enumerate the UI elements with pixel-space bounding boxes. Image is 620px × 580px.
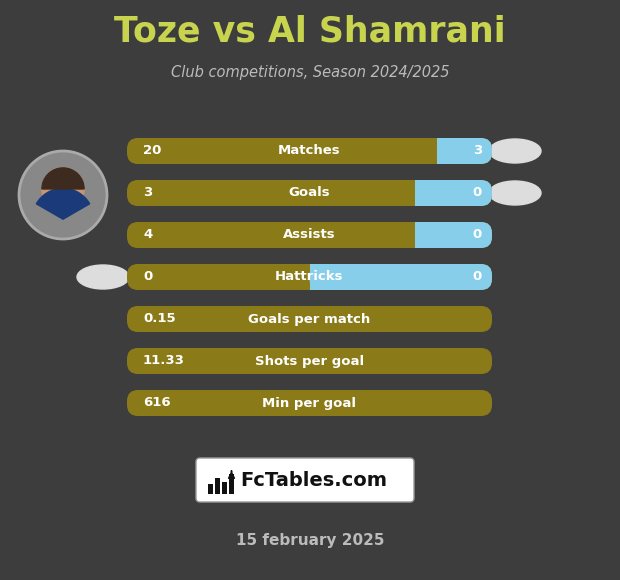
FancyBboxPatch shape [127, 180, 492, 206]
Ellipse shape [489, 181, 541, 205]
FancyBboxPatch shape [127, 264, 492, 290]
Text: Matches: Matches [278, 144, 341, 158]
Bar [309, 264, 419, 290]
Text: 3: 3 [143, 187, 153, 200]
Ellipse shape [77, 265, 129, 289]
Text: Shots per goal: Shots per goal [255, 354, 364, 368]
Bar [415, 180, 461, 206]
Text: Hattricks: Hattricks [275, 270, 343, 284]
FancyBboxPatch shape [437, 138, 492, 164]
FancyBboxPatch shape [415, 222, 492, 248]
Bar [415, 222, 461, 248]
Text: 616: 616 [143, 397, 170, 409]
Wedge shape [42, 168, 84, 189]
Bar [229, 474, 234, 494]
Circle shape [42, 168, 84, 210]
FancyBboxPatch shape [127, 138, 492, 164]
Text: Min per goal: Min per goal [262, 397, 356, 409]
Ellipse shape [489, 139, 541, 163]
FancyBboxPatch shape [196, 458, 414, 502]
FancyBboxPatch shape [127, 306, 492, 332]
FancyBboxPatch shape [415, 180, 492, 206]
FancyBboxPatch shape [127, 222, 492, 248]
Bar [215, 478, 220, 494]
Text: 0: 0 [472, 187, 482, 200]
Text: 0: 0 [143, 270, 153, 284]
Bar [208, 484, 213, 494]
FancyBboxPatch shape [309, 264, 492, 290]
FancyBboxPatch shape [127, 348, 492, 374]
Text: 4: 4 [143, 229, 153, 241]
Bar [437, 138, 470, 164]
Text: Assists: Assists [283, 229, 336, 241]
Text: Goals per match: Goals per match [249, 313, 371, 325]
Text: 0.15: 0.15 [143, 313, 175, 325]
Text: 3: 3 [472, 144, 482, 158]
Wedge shape [37, 188, 90, 219]
Text: Goals: Goals [289, 187, 330, 200]
Text: 0: 0 [472, 229, 482, 241]
Text: Club competitions, Season 2024/2025: Club competitions, Season 2024/2025 [170, 64, 450, 79]
Circle shape [19, 151, 107, 239]
Text: 0: 0 [472, 270, 482, 284]
Text: FcTables.com: FcTables.com [240, 472, 387, 491]
Text: Toze vs Al Shamrani: Toze vs Al Shamrani [114, 15, 506, 49]
FancyBboxPatch shape [127, 390, 492, 416]
Text: 11.33: 11.33 [143, 354, 185, 368]
Text: 15 february 2025: 15 february 2025 [236, 532, 384, 548]
Text: 20: 20 [143, 144, 161, 158]
Bar [222, 482, 227, 494]
